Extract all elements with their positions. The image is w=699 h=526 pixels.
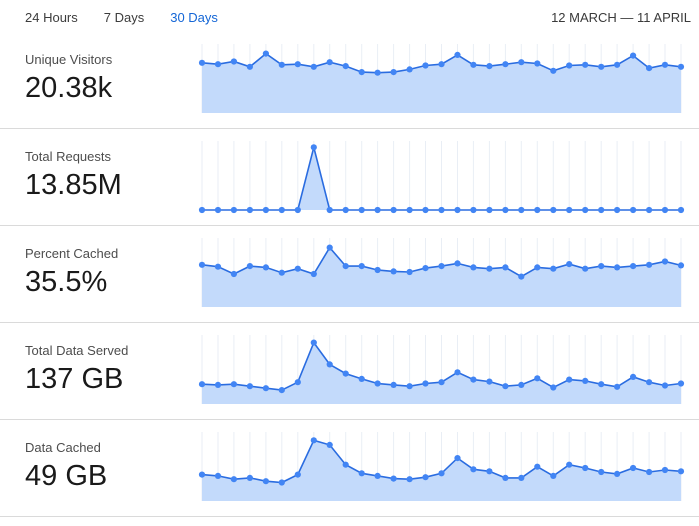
tab-24-hours[interactable]: 24 Hours [25, 9, 78, 25]
tab-30-days[interactable]: 30 Days [170, 9, 218, 25]
metric-value: 49 GB [25, 460, 108, 492]
metric-meta: Unique Visitors 20.38k [0, 32, 198, 128]
time-range-tabs: 24 Hours 7 Days 30 Days [25, 10, 218, 25]
sparkline-svg [198, 44, 685, 113]
metric-value: 20.38k [25, 72, 113, 104]
metric-meta: Total Requests 13.85M [0, 129, 198, 225]
percent-cached-sparkline[interactable] [198, 226, 699, 322]
metric-label: Total Requests [25, 149, 111, 164]
tab-7-days[interactable]: 7 Days [103, 9, 145, 25]
total-requests-sparkline[interactable] [198, 129, 699, 225]
metric-row-total-requests: Total Requests 13.85M [0, 129, 699, 226]
metric-label: Total Data Served [25, 343, 129, 358]
metric-meta: Total Data Served 137 GB [0, 323, 198, 419]
metric-row-percent-cached: Percent Cached 35.5% [0, 226, 699, 323]
metric-value: 35.5% [25, 266, 108, 298]
metric-value: 13.85M [25, 169, 122, 201]
metric-label: Unique Visitors [25, 52, 113, 67]
metric-meta: Percent Cached 35.5% [0, 226, 198, 322]
metric-label: Data Cached [25, 440, 101, 455]
unique-visitors-sparkline[interactable] [198, 32, 699, 128]
metric-meta: Data Cached 49 GB [0, 420, 198, 516]
data-cached-sparkline[interactable] [198, 420, 699, 516]
sparkline-svg [198, 238, 685, 307]
sparkline-svg [198, 141, 685, 214]
metric-label: Percent Cached [25, 246, 119, 261]
sparkline-svg [198, 335, 685, 404]
metric-row-unique-visitors: Unique Visitors 20.38k [0, 32, 699, 129]
metric-value: 137 GB [25, 363, 124, 395]
total-data-served-sparkline[interactable] [198, 323, 699, 419]
analytics-header: 24 Hours 7 Days 30 Days 12 MARCH — 11 AP… [0, 0, 699, 32]
sparkline-svg [198, 432, 685, 501]
metric-row-total-data-served: Total Data Served 137 GB [0, 323, 699, 420]
metric-row-data-cached: Data Cached 49 GB [0, 420, 699, 517]
date-range-label: 12 MARCH — 11 APRIL [551, 9, 691, 25]
